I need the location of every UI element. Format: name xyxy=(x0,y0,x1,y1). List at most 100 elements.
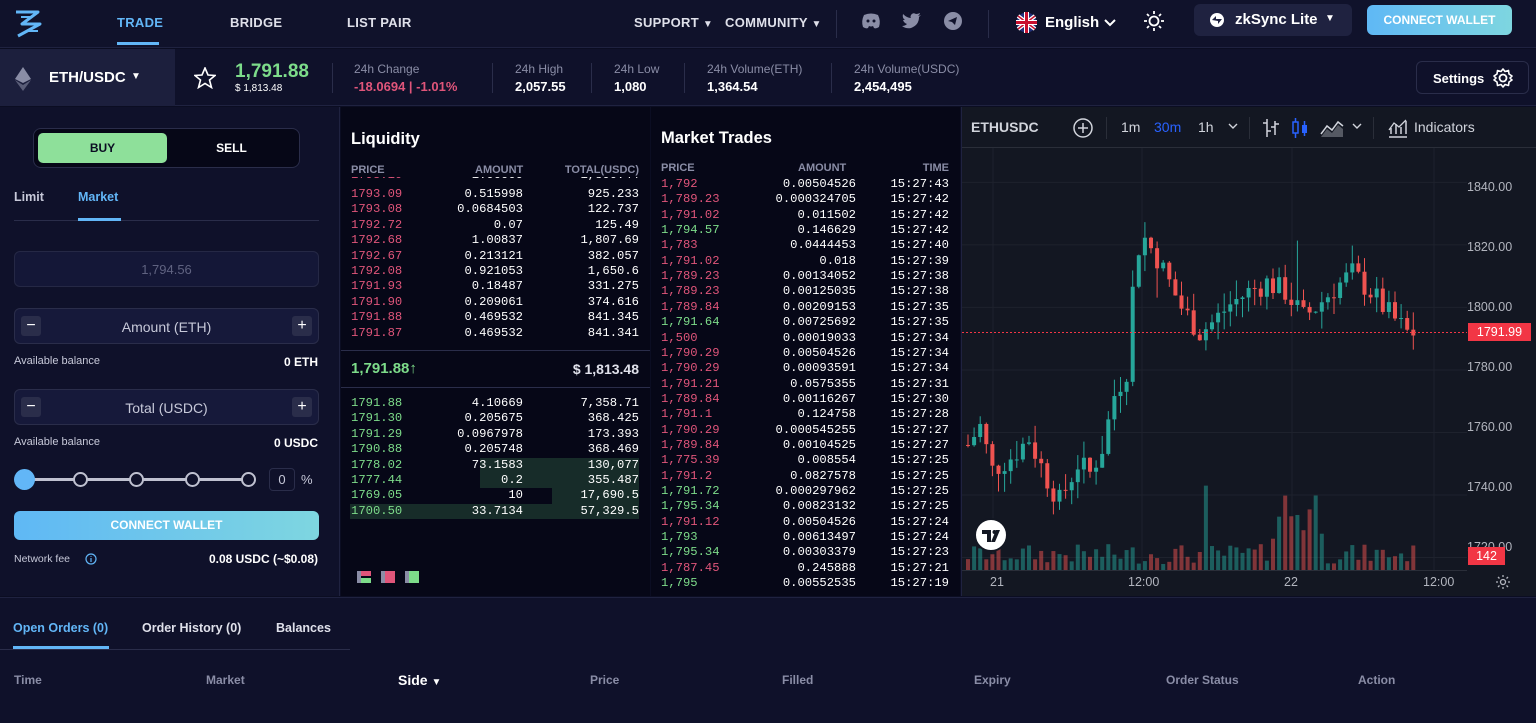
order-connect-wallet-button[interactable]: CONNECT WALLET xyxy=(14,511,319,540)
pair-selector[interactable]: ETH/USDC ▼ xyxy=(0,49,175,106)
tab-balances[interactable]: Balances xyxy=(276,621,331,635)
caret-down-icon: ▼ xyxy=(131,71,141,82)
bar-style-icon[interactable] xyxy=(1262,117,1280,139)
trade-amount: 0.018 xyxy=(819,253,856,268)
amount-increment-button[interactable]: + xyxy=(292,316,312,336)
bid-row[interactable]: 1700.50 33.7134 57,329.5 xyxy=(341,504,650,519)
market-bar: ETH/USDC ▼ 1,791.88 $ 1,813.48 24h Chang… xyxy=(0,49,1536,106)
sell-button[interactable]: SELL xyxy=(216,141,247,155)
ask-row[interactable]: 1792.67 0.213121 382.057 xyxy=(341,249,650,264)
price-input[interactable]: 1,794.56 xyxy=(14,251,319,287)
nav-bridge[interactable]: BRIDGE xyxy=(230,15,283,30)
column-side[interactable]: Side ▼ xyxy=(398,672,441,688)
tab-open-orders[interactable]: Open Orders (0) xyxy=(13,621,109,635)
bid-amount: 0.205675 xyxy=(464,411,523,426)
ask-row[interactable]: 1791.93 0.18487 331.275 xyxy=(341,279,650,294)
trade-row: 1,789.84 0.00104525 15:27:27 xyxy=(651,438,960,453)
candle-body xyxy=(1094,467,1099,472)
view-asks-icon[interactable] xyxy=(381,571,395,583)
uk-flag-icon xyxy=(1016,12,1037,33)
liquidity-clipped-row: 1793.101.000001,800.44 xyxy=(341,177,650,187)
tradingview-logo[interactable] xyxy=(974,518,1008,552)
candle-body xyxy=(978,423,983,438)
interval-1h[interactable]: 1h xyxy=(1198,119,1214,135)
ask-row[interactable]: 1792.08 0.921053 1,650.6 xyxy=(341,264,650,279)
volume-bar xyxy=(1393,556,1397,570)
connect-wallet-button[interactable]: CONNECT WALLET xyxy=(1367,5,1512,35)
interval-30m[interactable]: 30m xyxy=(1154,119,1182,135)
view-bids-icon[interactable] xyxy=(405,571,419,583)
trade-amount: 0.000297962 xyxy=(775,484,856,498)
settings-button[interactable]: Settings xyxy=(1416,61,1529,94)
view-both-icon[interactable] xyxy=(357,571,371,583)
chevron-down-icon[interactable] xyxy=(1352,123,1362,130)
candlestick-chart[interactable] xyxy=(962,148,1536,596)
chevron-down-icon[interactable] xyxy=(1228,123,1238,130)
ask-row[interactable]: 1793.09 0.515998 925.233 xyxy=(341,187,650,202)
ask-row[interactable]: 1791.90 0.209061 374.616 xyxy=(341,295,650,310)
twitter-icon[interactable] xyxy=(902,12,922,30)
volume-bar xyxy=(1307,509,1312,570)
discord-icon[interactable] xyxy=(861,12,881,30)
percent-input[interactable]: 0 xyxy=(269,468,295,491)
trade-price: 1,791.1 xyxy=(661,407,713,422)
tab-market[interactable]: Market xyxy=(78,190,119,204)
ask-row[interactable]: 1791.88 0.469532 841.345 xyxy=(341,310,650,325)
volume-bar xyxy=(1362,544,1367,570)
percent-slider-step-50[interactable] xyxy=(129,472,144,487)
indicators-icon[interactable] xyxy=(1388,118,1408,138)
bid-row[interactable]: 1791.88 4.10669 7,358.71 xyxy=(341,396,650,411)
ask-total: 1,650.6 xyxy=(587,264,639,278)
nav-trade[interactable]: TRADE xyxy=(117,15,164,30)
ask-row[interactable]: 1792.68 1.00837 1,807.69 xyxy=(341,233,650,248)
logo-icon[interactable] xyxy=(12,6,46,40)
bid-row[interactable]: 1769.05 10 17,690.5 xyxy=(341,488,650,503)
total-increment-button[interactable]: + xyxy=(292,397,312,417)
info-icon[interactable] xyxy=(85,553,97,565)
nav-support[interactable]: SUPPORT ▼ xyxy=(634,15,713,30)
theme-toggle-sun-icon[interactable] xyxy=(1143,10,1165,32)
buy-button[interactable]: BUY xyxy=(38,133,167,163)
volume-bar xyxy=(1057,554,1062,570)
available-balance-label: Available balance xyxy=(14,436,101,448)
total-input[interactable]: − Total (USDC) + xyxy=(14,389,319,425)
bid-row[interactable]: 1791.30 0.205675 368.425 xyxy=(341,411,650,426)
percent-slider-step-100[interactable] xyxy=(241,472,256,487)
percent-slider-handle[interactable] xyxy=(14,469,35,490)
nav-list-pair[interactable]: LIST PAIR xyxy=(347,15,412,30)
liquidity-header-amount: AMOUNT xyxy=(475,164,524,176)
language-selector[interactable]: English xyxy=(1016,12,1136,34)
chart-symbol[interactable]: ETHUSDC xyxy=(971,119,1039,135)
chart-settings-gear-icon[interactable] xyxy=(1495,574,1511,590)
bid-row[interactable]: 1778.02 73.1583 130,077 xyxy=(341,458,650,473)
bid-row[interactable]: 1791.29 0.0967978 173.393 xyxy=(341,427,650,442)
ask-total: 125.49 xyxy=(595,217,639,232)
x-tick-label: 12:00 xyxy=(1423,575,1455,589)
ask-row[interactable]: 1793.08 0.0684503 122.737 xyxy=(341,202,650,217)
tab-order-history[interactable]: Order History (0) xyxy=(142,621,242,635)
ask-row[interactable]: 1791.87 0.469532 841.341 xyxy=(341,326,650,341)
volume-bar xyxy=(1295,514,1300,570)
amount-input[interactable]: − Amount (ETH) + xyxy=(14,308,319,344)
ask-row[interactable]: 1792.72 0.07 125.49 xyxy=(341,218,650,233)
area-style-icon[interactable] xyxy=(1320,118,1344,138)
indicators-button[interactable]: Indicators xyxy=(1414,119,1475,135)
compare-add-icon[interactable] xyxy=(1072,117,1094,139)
bid-row[interactable]: 1790.88 0.205748 368.469 xyxy=(341,442,650,457)
interval-1m[interactable]: 1m xyxy=(1121,119,1141,135)
bid-row[interactable]: 1777.44 0.2 355.487 xyxy=(341,473,650,488)
total-decrement-button[interactable]: − xyxy=(21,397,41,417)
favorite-star-icon[interactable] xyxy=(194,67,216,89)
amount-decrement-button[interactable]: − xyxy=(21,316,41,336)
ask-price: 1791.90 xyxy=(351,294,403,309)
tab-limit[interactable]: Limit xyxy=(14,190,44,204)
telegram-icon[interactable] xyxy=(943,11,963,31)
candle-body xyxy=(1228,304,1233,312)
candle-style-icon[interactable] xyxy=(1291,117,1309,139)
trade-price: 1,795.34 xyxy=(661,545,720,560)
nav-community[interactable]: COMMUNITY ▼ xyxy=(725,15,822,30)
percent-slider-step-75[interactable] xyxy=(185,472,200,487)
bid-total: 368.469 xyxy=(587,442,639,457)
network-selector[interactable]: zkSync Lite ▼ xyxy=(1194,4,1352,36)
percent-slider-step-25[interactable] xyxy=(73,472,88,487)
